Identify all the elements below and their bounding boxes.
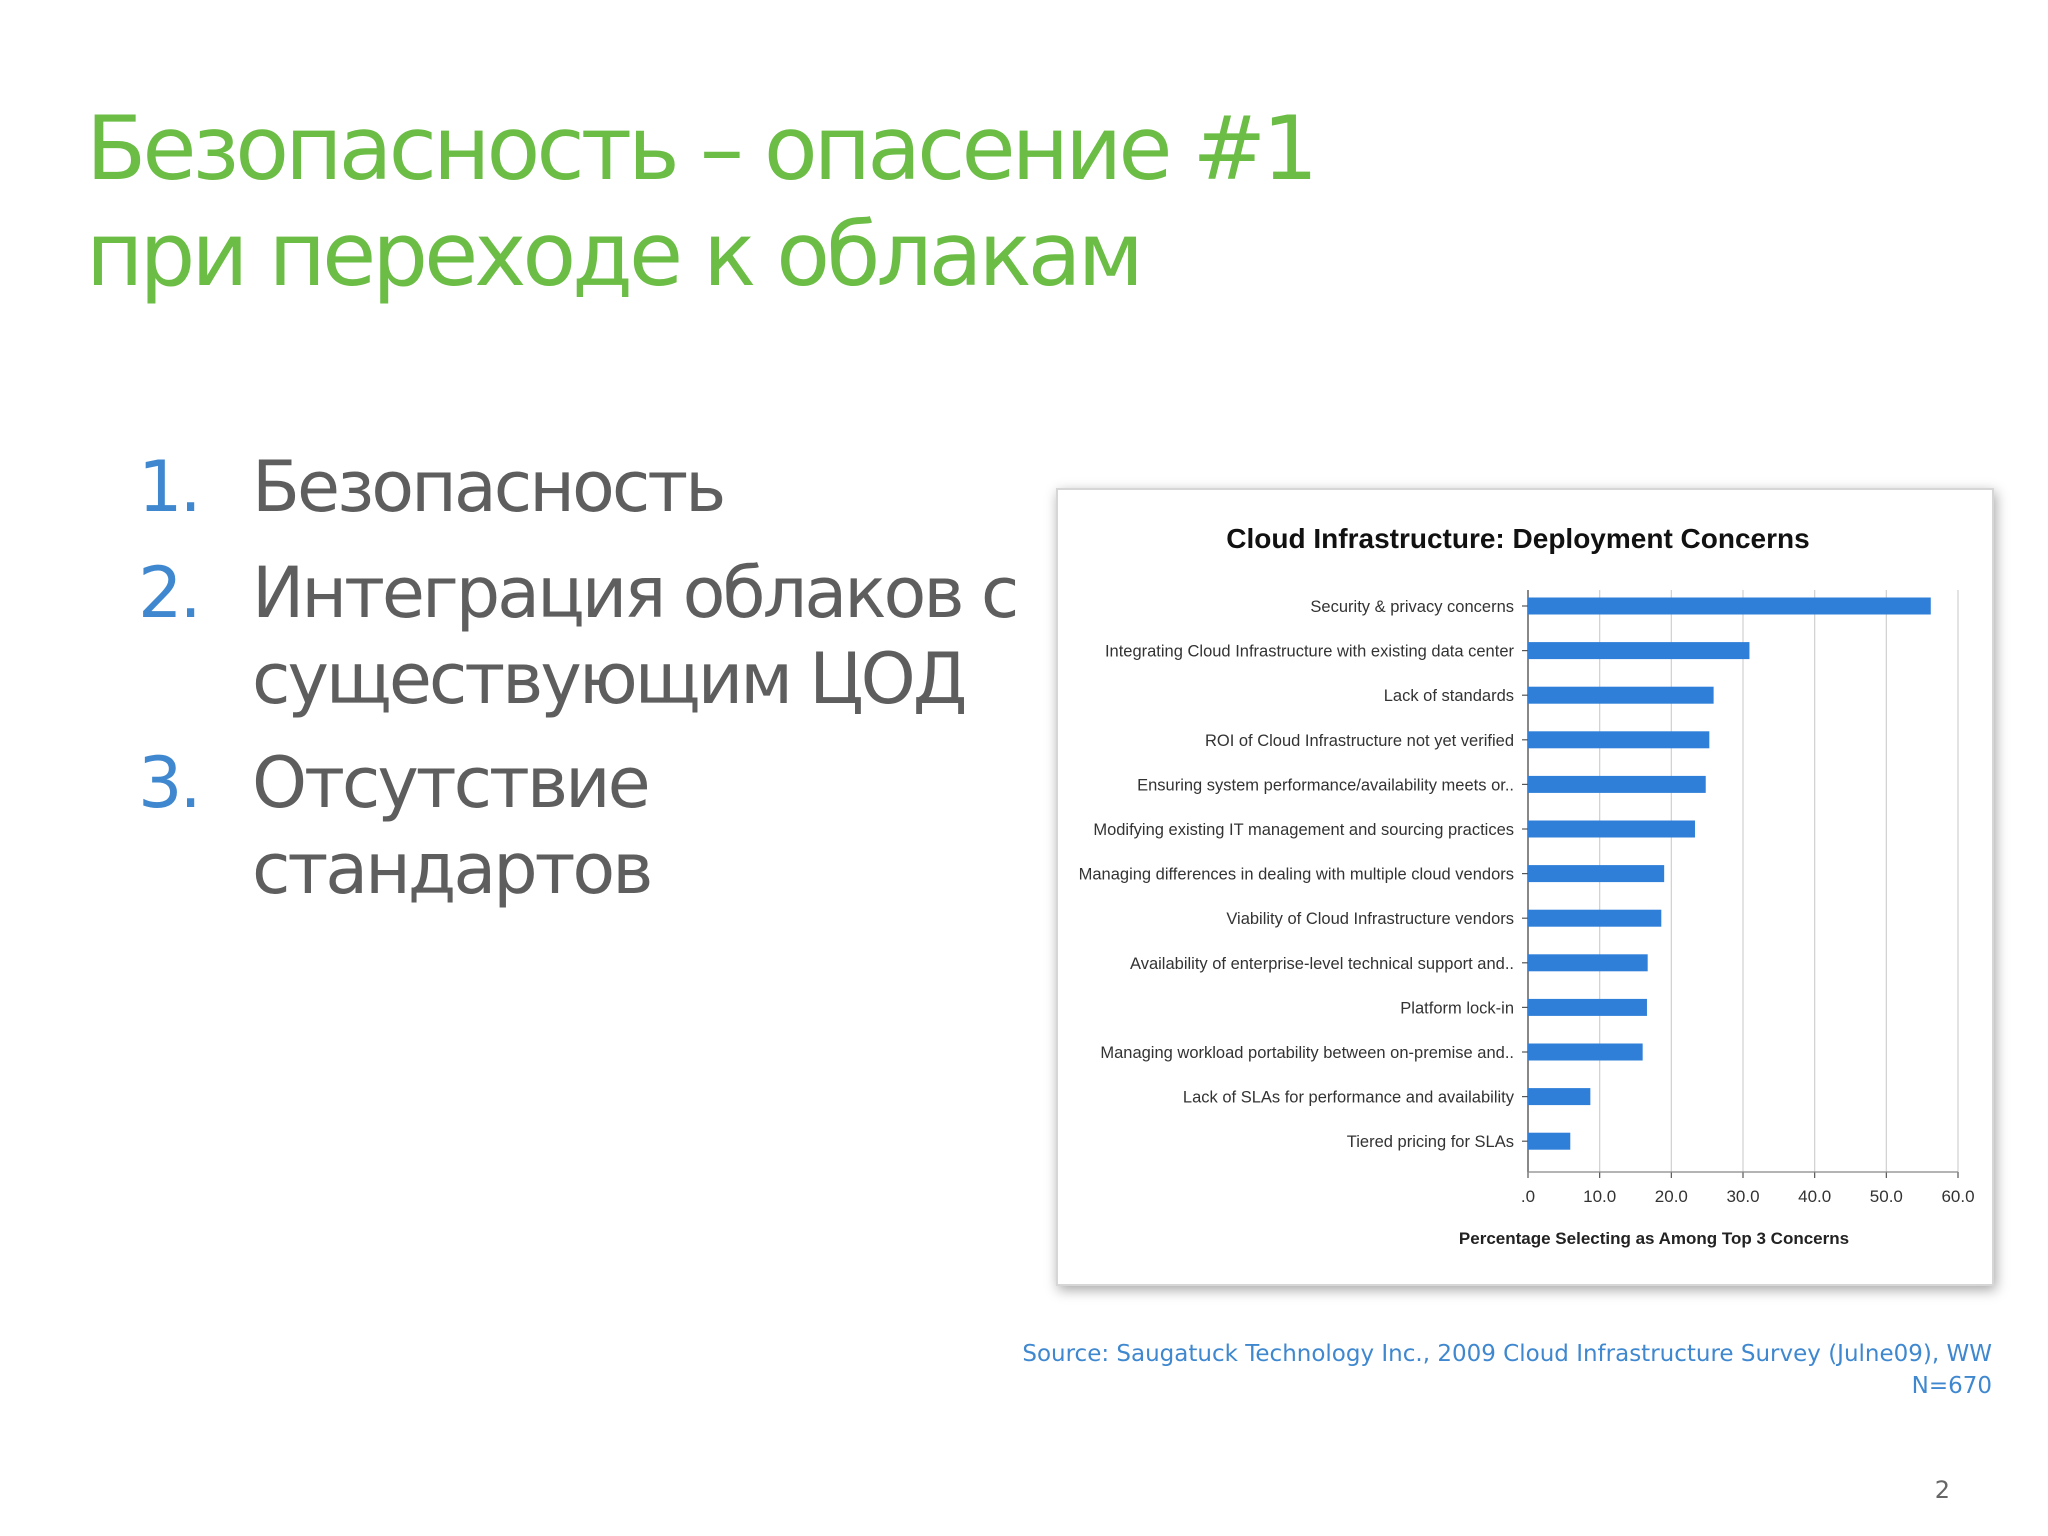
numbered-list: 1. Безопасность 2. Интеграция облаков с … xyxy=(0,0,1040,910)
category-label: ROI of Cloud Infrastructure not yet veri… xyxy=(1205,732,1514,750)
category-label: Lack of SLAs for performance and availab… xyxy=(1183,1089,1515,1107)
category-label: Integrating Cloud Infrastructure with ex… xyxy=(1105,643,1515,661)
list-item-text: Интеграция облаков с существующим ЦОД xyxy=(252,552,1019,720)
x-axis-title: Percentage Selecting as Among Top 3 Conc… xyxy=(1459,1229,1849,1248)
bar xyxy=(1528,731,1710,749)
source-citation: Source: Saugatuck Technology Inc., 2009 … xyxy=(1022,1341,1992,1399)
slide-title-line-1: Безопасность – опасение #1 xyxy=(86,97,1318,200)
category-label: Managing workload portability between on… xyxy=(1100,1044,1514,1062)
x-tick-label: 10.0 xyxy=(1583,1187,1616,1206)
bar xyxy=(1528,686,1714,704)
x-tick-label: 30.0 xyxy=(1726,1187,1759,1206)
category-label: Availability of enterprise-level technic… xyxy=(1130,955,1514,973)
list-item-text: Отсутствие стандартов xyxy=(252,742,654,910)
category-label: Lack of standards xyxy=(1384,687,1514,705)
slide-title-line-2: при переходе к облакам xyxy=(86,203,1144,306)
category-label: Ensuring system performance/availability… xyxy=(1137,776,1514,794)
x-tick-label: 20.0 xyxy=(1655,1187,1688,1206)
bar xyxy=(1528,909,1662,927)
category-label: Platform lock-in xyxy=(1400,999,1514,1017)
x-tick-label: 50.0 xyxy=(1870,1187,1903,1206)
chart-title: Cloud Infrastructure: Deployment Concern… xyxy=(1226,523,1809,554)
x-tick-label: 60.0 xyxy=(1941,1187,1974,1206)
slide-title: Безопасность – опасение #1 при переходе … xyxy=(86,96,1318,308)
category-label: Tiered pricing for SLAs xyxy=(1347,1133,1514,1151)
bar xyxy=(1528,1088,1591,1106)
category-label: Managing differences in dealing with mul… xyxy=(1079,866,1514,884)
category-label: Security & privacy concerns xyxy=(1310,598,1514,616)
category-label: Modifying existing IT management and sou… xyxy=(1093,821,1514,839)
list-item-number: 2. xyxy=(138,552,202,634)
bar xyxy=(1528,954,1648,972)
page-number: 2 xyxy=(1934,1476,1950,1504)
bar-chart: Cloud Infrastructure: Deployment Concern… xyxy=(1079,523,1975,1248)
list-item-text: Безопасность xyxy=(252,446,726,528)
chart-category-labels: Security & privacy concerns Integrating C… xyxy=(1079,598,1515,1151)
chart-image: Cloud Infrastructure: Deployment Concern… xyxy=(1056,488,1994,1286)
list-item-number: 3. xyxy=(138,742,202,824)
x-tick-label: .0 xyxy=(1521,1187,1535,1206)
list-item-number: 1. xyxy=(138,446,202,528)
category-label: Viability of Cloud Infrastructure vendor… xyxy=(1226,910,1514,928)
chart-bars xyxy=(1528,597,1931,1150)
bar xyxy=(1528,1043,1643,1061)
bar xyxy=(1528,1132,1571,1150)
bar xyxy=(1528,820,1695,838)
x-tick-label: 40.0 xyxy=(1798,1187,1831,1206)
bar xyxy=(1528,597,1931,615)
bar xyxy=(1528,642,1750,660)
bar xyxy=(1528,998,1647,1016)
bar xyxy=(1528,775,1706,793)
chart-tick-labels: .0 10.0 20.0 30.0 40.0 50.0 60.0 xyxy=(1521,1187,1975,1206)
bar xyxy=(1528,865,1665,883)
